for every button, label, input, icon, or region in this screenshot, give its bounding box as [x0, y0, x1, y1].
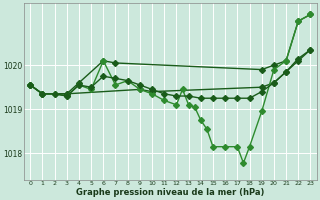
X-axis label: Graphe pression niveau de la mer (hPa): Graphe pression niveau de la mer (hPa): [76, 188, 265, 197]
